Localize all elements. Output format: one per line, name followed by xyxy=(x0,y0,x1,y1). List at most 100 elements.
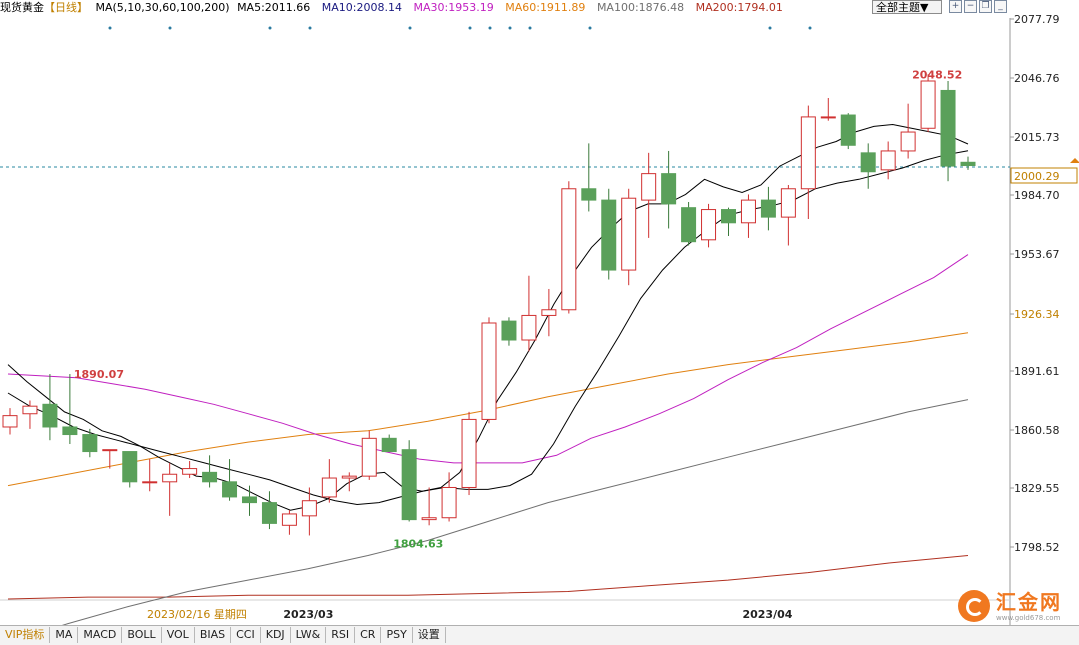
event-marker-icon xyxy=(768,26,772,30)
y-tick-label: 1798.52 xyxy=(1014,541,1060,554)
candle-body xyxy=(421,517,437,521)
event-marker-icon xyxy=(468,26,472,30)
zoom-out-icon[interactable]: − xyxy=(964,0,977,13)
candle-body xyxy=(261,502,277,524)
indicator-tab[interactable]: CR xyxy=(355,627,382,643)
candle-body xyxy=(42,403,58,428)
y-tick-label: 1926.34 xyxy=(1014,308,1060,321)
ma200-line xyxy=(7,555,969,600)
candle-body xyxy=(780,188,796,218)
logo-name: 汇金网 xyxy=(996,590,1062,614)
ma60-value: MA60:1911.89 xyxy=(505,1,586,14)
candle-body xyxy=(122,451,138,483)
indicator-tab[interactable]: MA xyxy=(50,627,79,643)
candle-body xyxy=(561,188,577,311)
instrument-name: 现货黄金 xyxy=(0,1,44,14)
price-annotation: 1890.07 xyxy=(74,368,124,381)
candle-body xyxy=(281,513,297,526)
indicator-header: 现货黄金【日线】 MA(5,10,30,60,100,200) MA5:2011… xyxy=(0,0,1010,16)
ma10-value: MA10:2008.14 xyxy=(321,1,402,14)
candle-body xyxy=(142,481,158,484)
indicator-tab[interactable]: BIAS xyxy=(195,627,232,643)
candle-body xyxy=(22,405,38,415)
period-label: 【日线】 xyxy=(44,1,88,14)
y-tick-label: 1953.67 xyxy=(1014,248,1060,261)
event-marker-icon xyxy=(528,26,532,30)
candle-body xyxy=(381,437,397,453)
indicator-tab[interactable]: LW& xyxy=(291,627,327,643)
minimize-icon[interactable]: _ xyxy=(994,0,1007,13)
candle-body xyxy=(800,116,816,190)
price-annotation: 1804.63 xyxy=(393,537,443,550)
candle-body xyxy=(461,418,477,488)
indicator-tab[interactable]: RSI xyxy=(326,627,356,643)
candle-body xyxy=(401,449,417,521)
indicator-tab[interactable]: KDJ xyxy=(261,627,291,643)
ma100-line xyxy=(61,399,969,625)
ma30-value: MA30:1953.19 xyxy=(413,1,494,14)
candle-body xyxy=(621,197,637,271)
y-tick-label: 1891.61 xyxy=(1014,365,1060,378)
candle-body xyxy=(62,426,78,436)
restore-icon[interactable]: ❐ xyxy=(979,0,992,13)
y-tick-label: 2015.73 xyxy=(1014,131,1060,144)
candle-body xyxy=(840,114,856,146)
ma-params: MA(5,10,30,60,100,200) xyxy=(95,1,230,14)
candle-body xyxy=(880,150,896,171)
candle-body xyxy=(501,320,517,341)
candle-body xyxy=(820,116,836,119)
theme-select-button[interactable]: 全部主题▼ xyxy=(872,0,942,14)
candle-body xyxy=(481,322,497,420)
candle-body xyxy=(541,309,557,316)
candle-body xyxy=(321,477,337,498)
event-marker-icon xyxy=(308,26,312,30)
candle-body xyxy=(222,481,238,498)
event-marker-icon xyxy=(408,26,412,30)
indicator-tab[interactable]: MACD xyxy=(78,627,123,643)
ma5-value: MA5:2011.66 xyxy=(237,1,311,14)
candlestick-chart[interactable]: 2077.79 2046.76 2015.73 1984.70 1953.67 1926.… xyxy=(0,0,1079,625)
event-marker-icon xyxy=(588,26,592,30)
candle-body xyxy=(82,434,98,453)
y-tick-label: 1829.55 xyxy=(1014,482,1060,495)
candle-body xyxy=(740,199,756,224)
x-tick-label: 2023/04 xyxy=(742,608,792,621)
y-tick-label: 1860.58 xyxy=(1014,424,1060,437)
indicator-tab[interactable]: 设置 xyxy=(413,627,446,643)
indicator-tab[interactable]: PSY xyxy=(381,627,413,643)
candle-body xyxy=(601,199,617,271)
ma200-value: MA200:1794.01 xyxy=(695,1,783,14)
candle-body xyxy=(242,496,257,504)
logo-url: www.gold678.com xyxy=(996,614,1061,622)
logo-icon xyxy=(958,590,990,622)
candle-body xyxy=(920,80,936,129)
current-price-box xyxy=(1010,167,1078,184)
candle-body xyxy=(900,131,916,152)
y-tick-label: 1984.70 xyxy=(1014,189,1060,202)
x-tick-label: 2023/03 xyxy=(283,608,333,621)
price-annotation: 2048.52 xyxy=(912,68,962,81)
y-tick-label: 2046.76 xyxy=(1014,72,1060,85)
candle-body xyxy=(441,486,457,519)
price-arrow-icon xyxy=(1070,158,1079,163)
candle-body xyxy=(701,209,717,241)
candle-body xyxy=(2,415,18,428)
indicator-tab[interactable]: BOLL xyxy=(122,627,162,643)
candle-body xyxy=(361,437,377,477)
indicator-tab[interactable]: VOL xyxy=(162,627,195,643)
gold678-logo: 汇金网 www.gold678.com xyxy=(958,590,1068,626)
ma100-value: MA100:1876.48 xyxy=(596,1,685,14)
indicator-tab[interactable]: CCI xyxy=(231,627,261,643)
candle-body xyxy=(341,475,357,479)
candle-body xyxy=(661,173,677,205)
candle-body xyxy=(681,207,697,243)
candle-body xyxy=(202,471,218,483)
zoom-in-icon[interactable]: + xyxy=(949,0,962,13)
candle-body xyxy=(102,449,118,452)
candle-body xyxy=(521,314,537,341)
indicator-tab[interactable]: VIP指标 xyxy=(0,627,51,643)
candle-body xyxy=(760,199,776,218)
event-marker-icon xyxy=(168,26,172,30)
indicator-tabs-bar: VIP指标 MA MACD BOLL VOL BIAS CCI KDJ LW& RSI CR PSY 设… xyxy=(0,625,1079,645)
event-marker-icon xyxy=(808,26,812,30)
